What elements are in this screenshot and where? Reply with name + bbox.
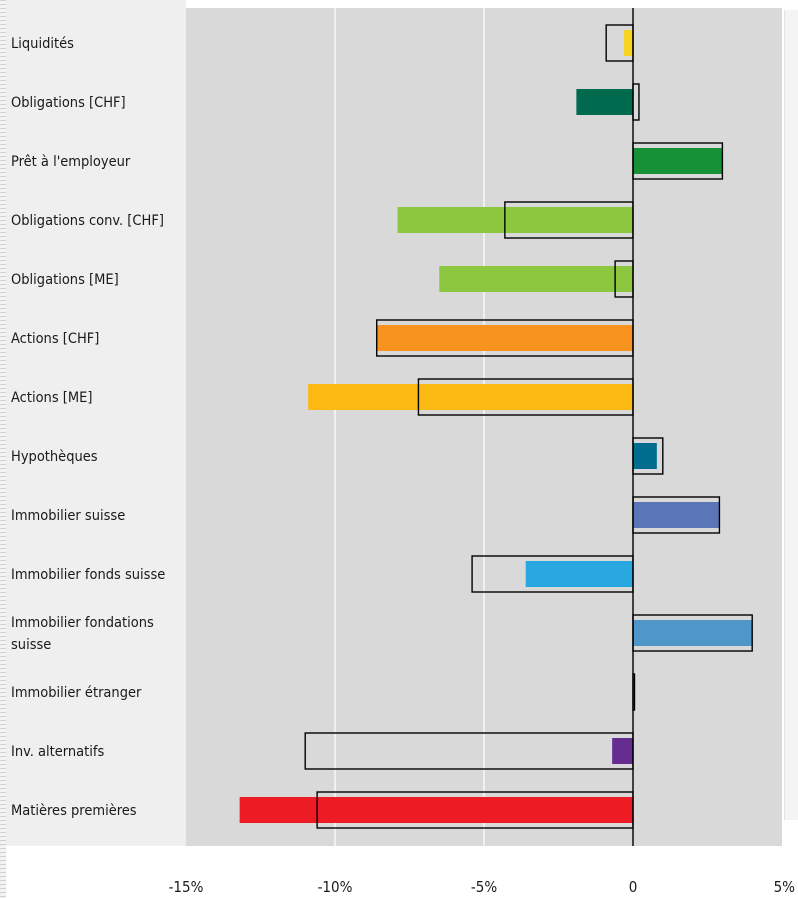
bar xyxy=(525,561,633,587)
bar xyxy=(633,620,753,646)
bar xyxy=(439,266,633,292)
category-label: Immobilier fondations suisse xyxy=(11,615,154,653)
category-label: Immobilier fonds suisse xyxy=(11,567,165,583)
category-label: Obligations [CHF] xyxy=(11,95,126,111)
x-axis-ticks: -15% -10% -5% 0 5% xyxy=(169,878,796,896)
bar xyxy=(612,738,633,764)
x-tick-label: 5% xyxy=(774,878,796,896)
category-label: Inv. alternatifs xyxy=(11,744,104,760)
x-tick-label: -10% xyxy=(318,878,353,896)
category-label: Immobilier étranger xyxy=(11,685,142,701)
bar xyxy=(239,797,633,823)
right-edge-strip xyxy=(784,10,798,820)
bar xyxy=(576,89,633,115)
x-tick-label: -15% xyxy=(169,878,204,896)
bar xyxy=(624,30,633,56)
category-label: Obligations [ME] xyxy=(11,272,119,288)
bar xyxy=(633,148,723,174)
category-label: Liquidités xyxy=(11,36,74,52)
category-label: Actions [ME] xyxy=(11,390,92,406)
bar xyxy=(633,502,720,528)
category-labels: Liquidités Obligations [CHF] Prêt à l'empl… xyxy=(11,36,165,819)
category-label: Matières premières xyxy=(11,803,137,819)
category-label: Hypothèques xyxy=(11,449,98,465)
x-tick-label: 0 xyxy=(629,878,638,896)
category-label: Prêt à l'employeur xyxy=(11,154,131,170)
label-panel xyxy=(0,0,186,846)
category-label: Actions [CHF] xyxy=(11,331,99,347)
plot-area xyxy=(186,8,782,846)
left-edge-ruler xyxy=(0,0,6,898)
bar xyxy=(633,443,657,469)
category-label: Immobilier suisse xyxy=(11,508,125,524)
bar xyxy=(397,207,633,233)
bar xyxy=(376,325,633,351)
x-tick-label: -5% xyxy=(471,878,497,896)
category-label: Obligations conv. [CHF] xyxy=(11,213,164,229)
bar xyxy=(308,384,633,410)
